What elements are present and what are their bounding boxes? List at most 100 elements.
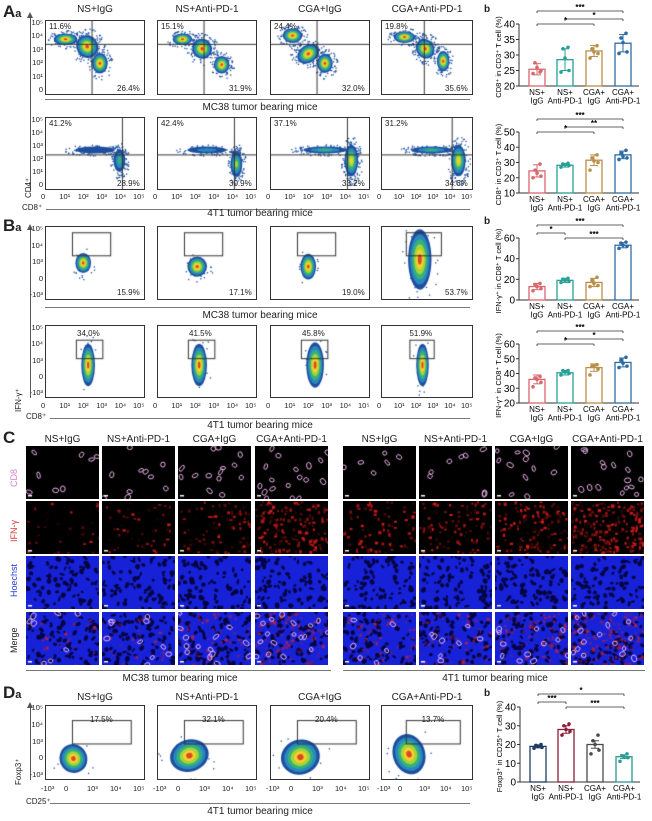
x-tick-label: 10³	[419, 784, 430, 793]
x-tick-label: 10²	[77, 401, 89, 410]
data-point	[625, 156, 629, 160]
y-tick-label: 20	[504, 275, 516, 286]
data-point	[593, 742, 597, 747]
data-point	[567, 68, 571, 73]
significance-label: *	[592, 11, 596, 20]
y-tick-label: 30	[504, 384, 516, 395]
y-tick-label: 20	[504, 173, 516, 184]
category-label: CGA+	[612, 195, 634, 204]
panel-label: C	[3, 428, 15, 448]
data-point	[561, 277, 565, 282]
x-tick-label: 10³	[208, 401, 220, 410]
data-point	[621, 154, 625, 159]
data-point	[540, 745, 544, 750]
data-point	[591, 738, 595, 743]
quadrant-percent-lower-right: 28.9%	[117, 179, 140, 188]
y-tick-label: 0	[38, 753, 43, 763]
bar	[556, 59, 574, 87]
data-point	[617, 51, 621, 56]
flow-density	[46, 227, 144, 299]
x-tick-label: 0	[377, 192, 382, 201]
x-tick-label: 10⁵	[461, 401, 473, 410]
data-point	[620, 753, 624, 758]
x-tick-label: 10⁴	[110, 784, 122, 793]
bar	[614, 361, 632, 404]
group-title: CGA+Anti-PD-1	[572, 434, 643, 445]
flow-density	[382, 227, 472, 299]
y-tick-label: -10³	[29, 290, 43, 299]
quadrant-percent-lower-right: 33.2%	[342, 179, 365, 188]
row-caption: 4T1 tumor bearing mice	[207, 806, 313, 817]
data-point	[590, 156, 594, 160]
x-axis-label: CD25⁺	[26, 797, 51, 806]
y-tick-label: 50	[504, 128, 516, 139]
data-point	[561, 162, 565, 166]
data-point	[560, 733, 564, 737]
x-tick-label: 0	[41, 401, 46, 410]
bar	[528, 170, 546, 194]
quadrant-percent-lower-right: 35.6%	[445, 84, 468, 93]
caption-line	[343, 670, 645, 671]
micrograph-ifn	[178, 501, 251, 554]
y-tick-label: 0	[38, 85, 43, 94]
y-tick-label: 10⁴	[31, 31, 43, 41]
x-tick-label: 10⁵	[358, 784, 370, 793]
micrograph-cd8	[102, 446, 175, 499]
data-point	[533, 60, 537, 65]
data-point	[535, 284, 539, 289]
micrograph-ifn	[343, 501, 416, 554]
data-point	[596, 283, 600, 288]
x-tick-label: 0	[176, 784, 181, 793]
group-title: NS+IgG	[77, 692, 113, 703]
data-point	[538, 281, 542, 286]
category-label: Anti-PD-1	[548, 204, 583, 213]
flow-cytometry-plot	[381, 20, 473, 95]
bar	[585, 281, 603, 301]
x-axis-arrow	[50, 803, 470, 804]
micrograph-ifn	[26, 501, 99, 554]
row-caption: MC38 tumor bearing mice	[202, 310, 318, 321]
subpanel-letter: a	[15, 689, 22, 701]
significance-label: ***	[590, 699, 600, 708]
flow-density	[382, 326, 472, 397]
data-point	[596, 733, 600, 737]
y-tick-label: 30	[505, 721, 517, 732]
significance-label: *	[592, 331, 596, 340]
data-point	[538, 162, 542, 166]
caption-line	[45, 99, 470, 100]
data-point	[590, 278, 594, 283]
flow-cytometry-plot	[45, 226, 145, 300]
data-point	[625, 364, 629, 368]
bar	[615, 756, 633, 783]
data-point	[566, 368, 570, 373]
y-tick-label: 30	[504, 158, 516, 169]
x-tick-label: 10²	[189, 401, 201, 410]
bar	[528, 378, 546, 404]
category-label: CGA+	[612, 405, 634, 414]
x-tick-label: 10⁴	[226, 401, 239, 410]
flow-cytometry-plot	[270, 705, 370, 780]
group-title: NS+Anti-PD-1	[175, 692, 239, 703]
data-point	[622, 754, 626, 759]
flow-cytometry-plot	[270, 226, 370, 300]
flow-density	[158, 326, 256, 397]
data-point	[539, 742, 543, 747]
data-point	[621, 361, 625, 365]
flow-cytometry-plot	[157, 226, 257, 300]
panel-letter: B	[3, 216, 16, 235]
y-tick-label: 10⁵	[31, 115, 43, 124]
data-point	[590, 364, 594, 368]
data-point	[564, 727, 568, 732]
data-point	[535, 171, 539, 175]
bar	[528, 285, 546, 301]
micrograph-hoechst	[419, 556, 492, 609]
data-point	[617, 365, 621, 370]
data-point	[596, 160, 600, 165]
data-point	[538, 374, 542, 379]
data-point	[531, 175, 535, 180]
flow-density	[158, 706, 256, 779]
bar	[556, 279, 574, 301]
data-point	[617, 157, 621, 162]
quadrant-percent-upper-left: 24.4%	[274, 22, 297, 31]
x-tick-label: 0	[398, 784, 403, 793]
